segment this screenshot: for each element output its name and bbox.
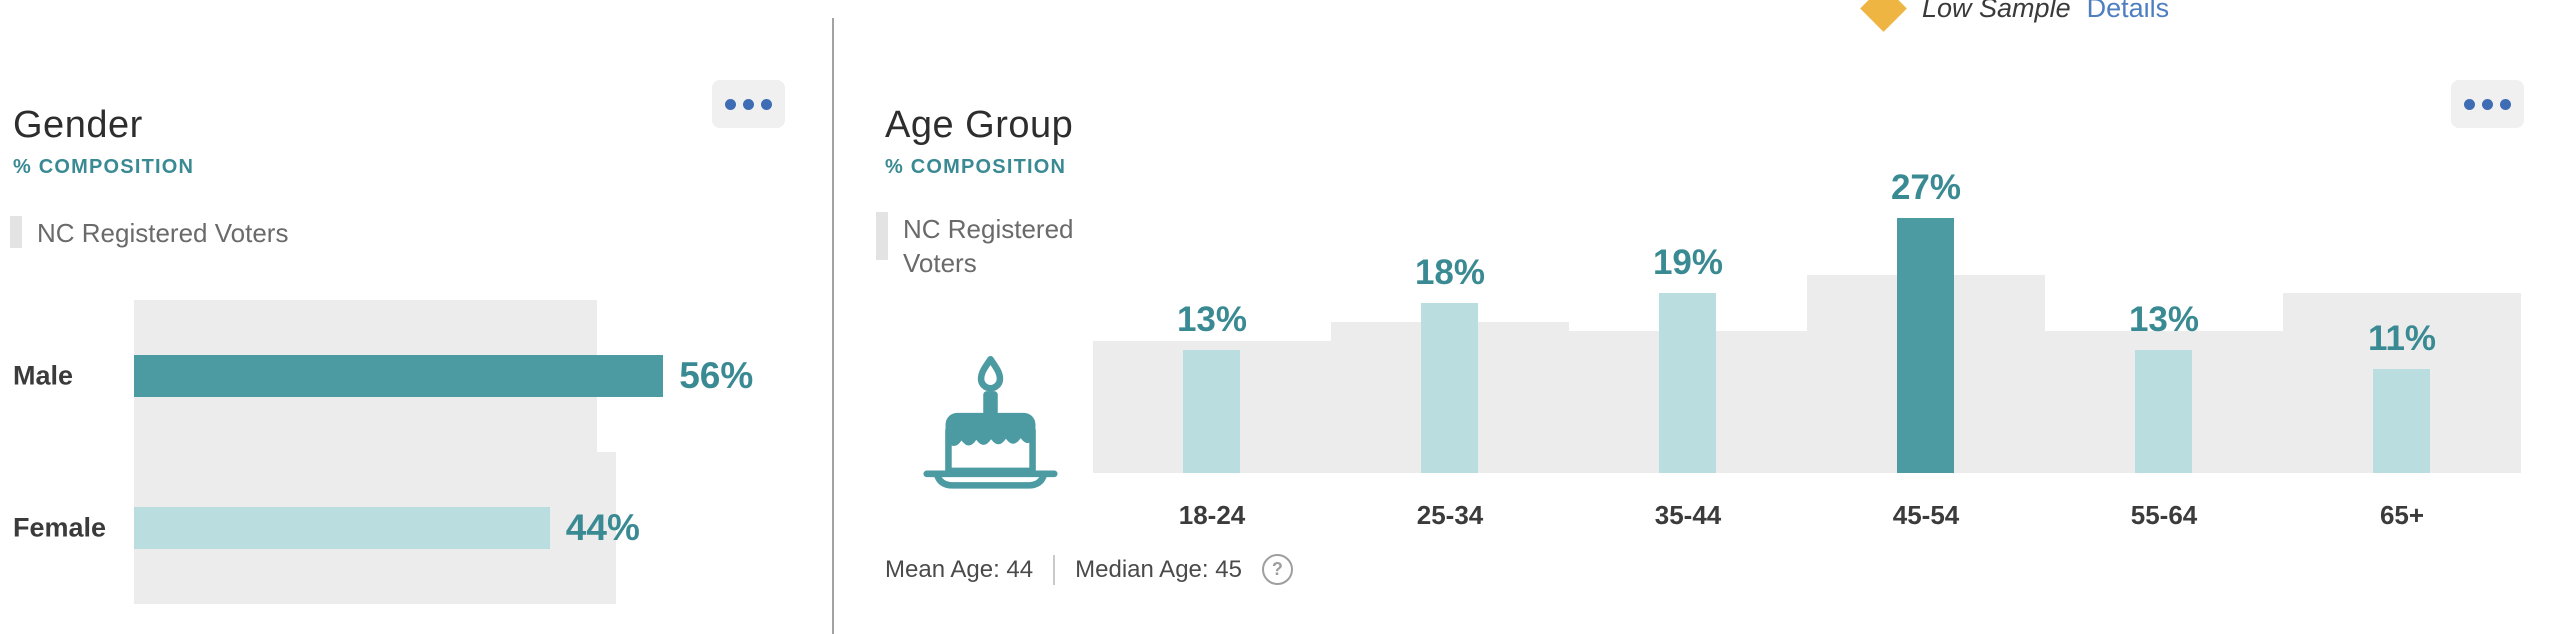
low-sample-indicator-row: Low Sample Details: [1860, 0, 2169, 32]
ellipsis-icon: [2500, 98, 2511, 110]
ellipsis-icon: [743, 98, 754, 110]
age-category-label: 18-24: [1178, 500, 1246, 530]
age-panel-title: Age Group: [885, 103, 1074, 146]
gender-category-label: Male: [13, 360, 74, 391]
gender-bar-row: Female 44%: [0, 452, 830, 604]
warning-diamond-shape: [1860, 0, 1907, 32]
age-value-label: 13%: [2128, 300, 2200, 340]
ellipsis-icon: [725, 98, 736, 110]
age-value-label: 13%: [1176, 300, 1248, 340]
age-value-label: 27%: [1890, 167, 1962, 207]
gender-value-label: 44%: [565, 507, 640, 548]
help-icon[interactable]: ?: [1261, 554, 1293, 585]
gender-panel-title: Gender: [13, 103, 143, 146]
age-column: 13% 55-64: [2045, 140, 2283, 530]
age-column: 19% 35-44: [1569, 140, 1807, 530]
age-legend: NC Registered Voters: [876, 212, 1078, 280]
birthday-cake-icon: [923, 355, 1058, 489]
age-value-bar[interactable]: [1421, 302, 1478, 473]
gender-value-bar[interactable]: [134, 507, 550, 549]
age-value-bar[interactable]: [1897, 217, 1954, 473]
age-value-bar[interactable]: [2135, 350, 2192, 473]
age-chart: 13% 18-24 18% 25-34 19% 35-44 27% 45-54 13% 55-64…: [1093, 140, 2521, 530]
age-stats-footer: Mean Age: 44 Median Age: 45 ?: [885, 554, 1293, 585]
panel-divider: [832, 18, 834, 634]
age-value-label: 18%: [1414, 252, 1486, 292]
gender-panel-menu-button[interactable]: [712, 80, 785, 128]
median-age-label: Median Age: 45: [1075, 555, 1242, 583]
low-sample-warning-icon: [1860, 0, 1907, 32]
benchmark-legend-swatch: [876, 212, 888, 260]
age-category-label: 55-64: [2130, 500, 2198, 530]
footer-separator: [1053, 554, 1056, 585]
age-category-label: 35-44: [1654, 500, 1722, 530]
age-value-bar[interactable]: [1183, 350, 1240, 473]
gender-composition-subtitle: % COMPOSITION: [13, 156, 195, 178]
age-column: 27% 45-54: [1807, 140, 2045, 530]
age-column: 11% 65+: [2283, 140, 2521, 530]
age-value-label: 19%: [1652, 243, 1724, 283]
age-panel-menu-button[interactable]: [2451, 80, 2524, 128]
details-link[interactable]: Details: [2086, 0, 2170, 23]
age-column: 13% 18-24: [1093, 140, 1331, 530]
mean-age-label: Mean Age: 44: [885, 555, 1034, 583]
age-value-label: 11%: [2367, 319, 2437, 359]
gender-chart: Male 56% Female 44%: [0, 300, 830, 604]
gender-value-label: 56%: [679, 355, 754, 396]
age-value-bar[interactable]: [2373, 369, 2430, 473]
gender-legend-label: NC Registered Voters: [37, 218, 289, 248]
ellipsis-icon: [761, 98, 772, 110]
age-category-label: 25-34: [1416, 500, 1484, 530]
age-column: 18% 25-34: [1331, 140, 1569, 530]
gender-category-label: Female: [13, 512, 107, 543]
age-category-label: 65+: [2379, 500, 2425, 530]
ellipsis-icon: [2482, 98, 2493, 110]
low-sample-label: Low Sample: [1922, 0, 2071, 23]
age-value-bar[interactable]: [1659, 293, 1716, 473]
gender-legend: NC Registered Voters: [10, 216, 288, 250]
ellipsis-icon: [2464, 98, 2475, 110]
age-legend-label: NC Registered Voters: [903, 214, 1074, 278]
age-category-label: 45-54: [1892, 500, 1960, 530]
benchmark-legend-swatch: [10, 216, 22, 248]
gender-value-bar[interactable]: [134, 355, 664, 397]
gender-bar-row: Male 56%: [0, 300, 830, 452]
age-composition-subtitle: % COMPOSITION: [885, 156, 1067, 178]
